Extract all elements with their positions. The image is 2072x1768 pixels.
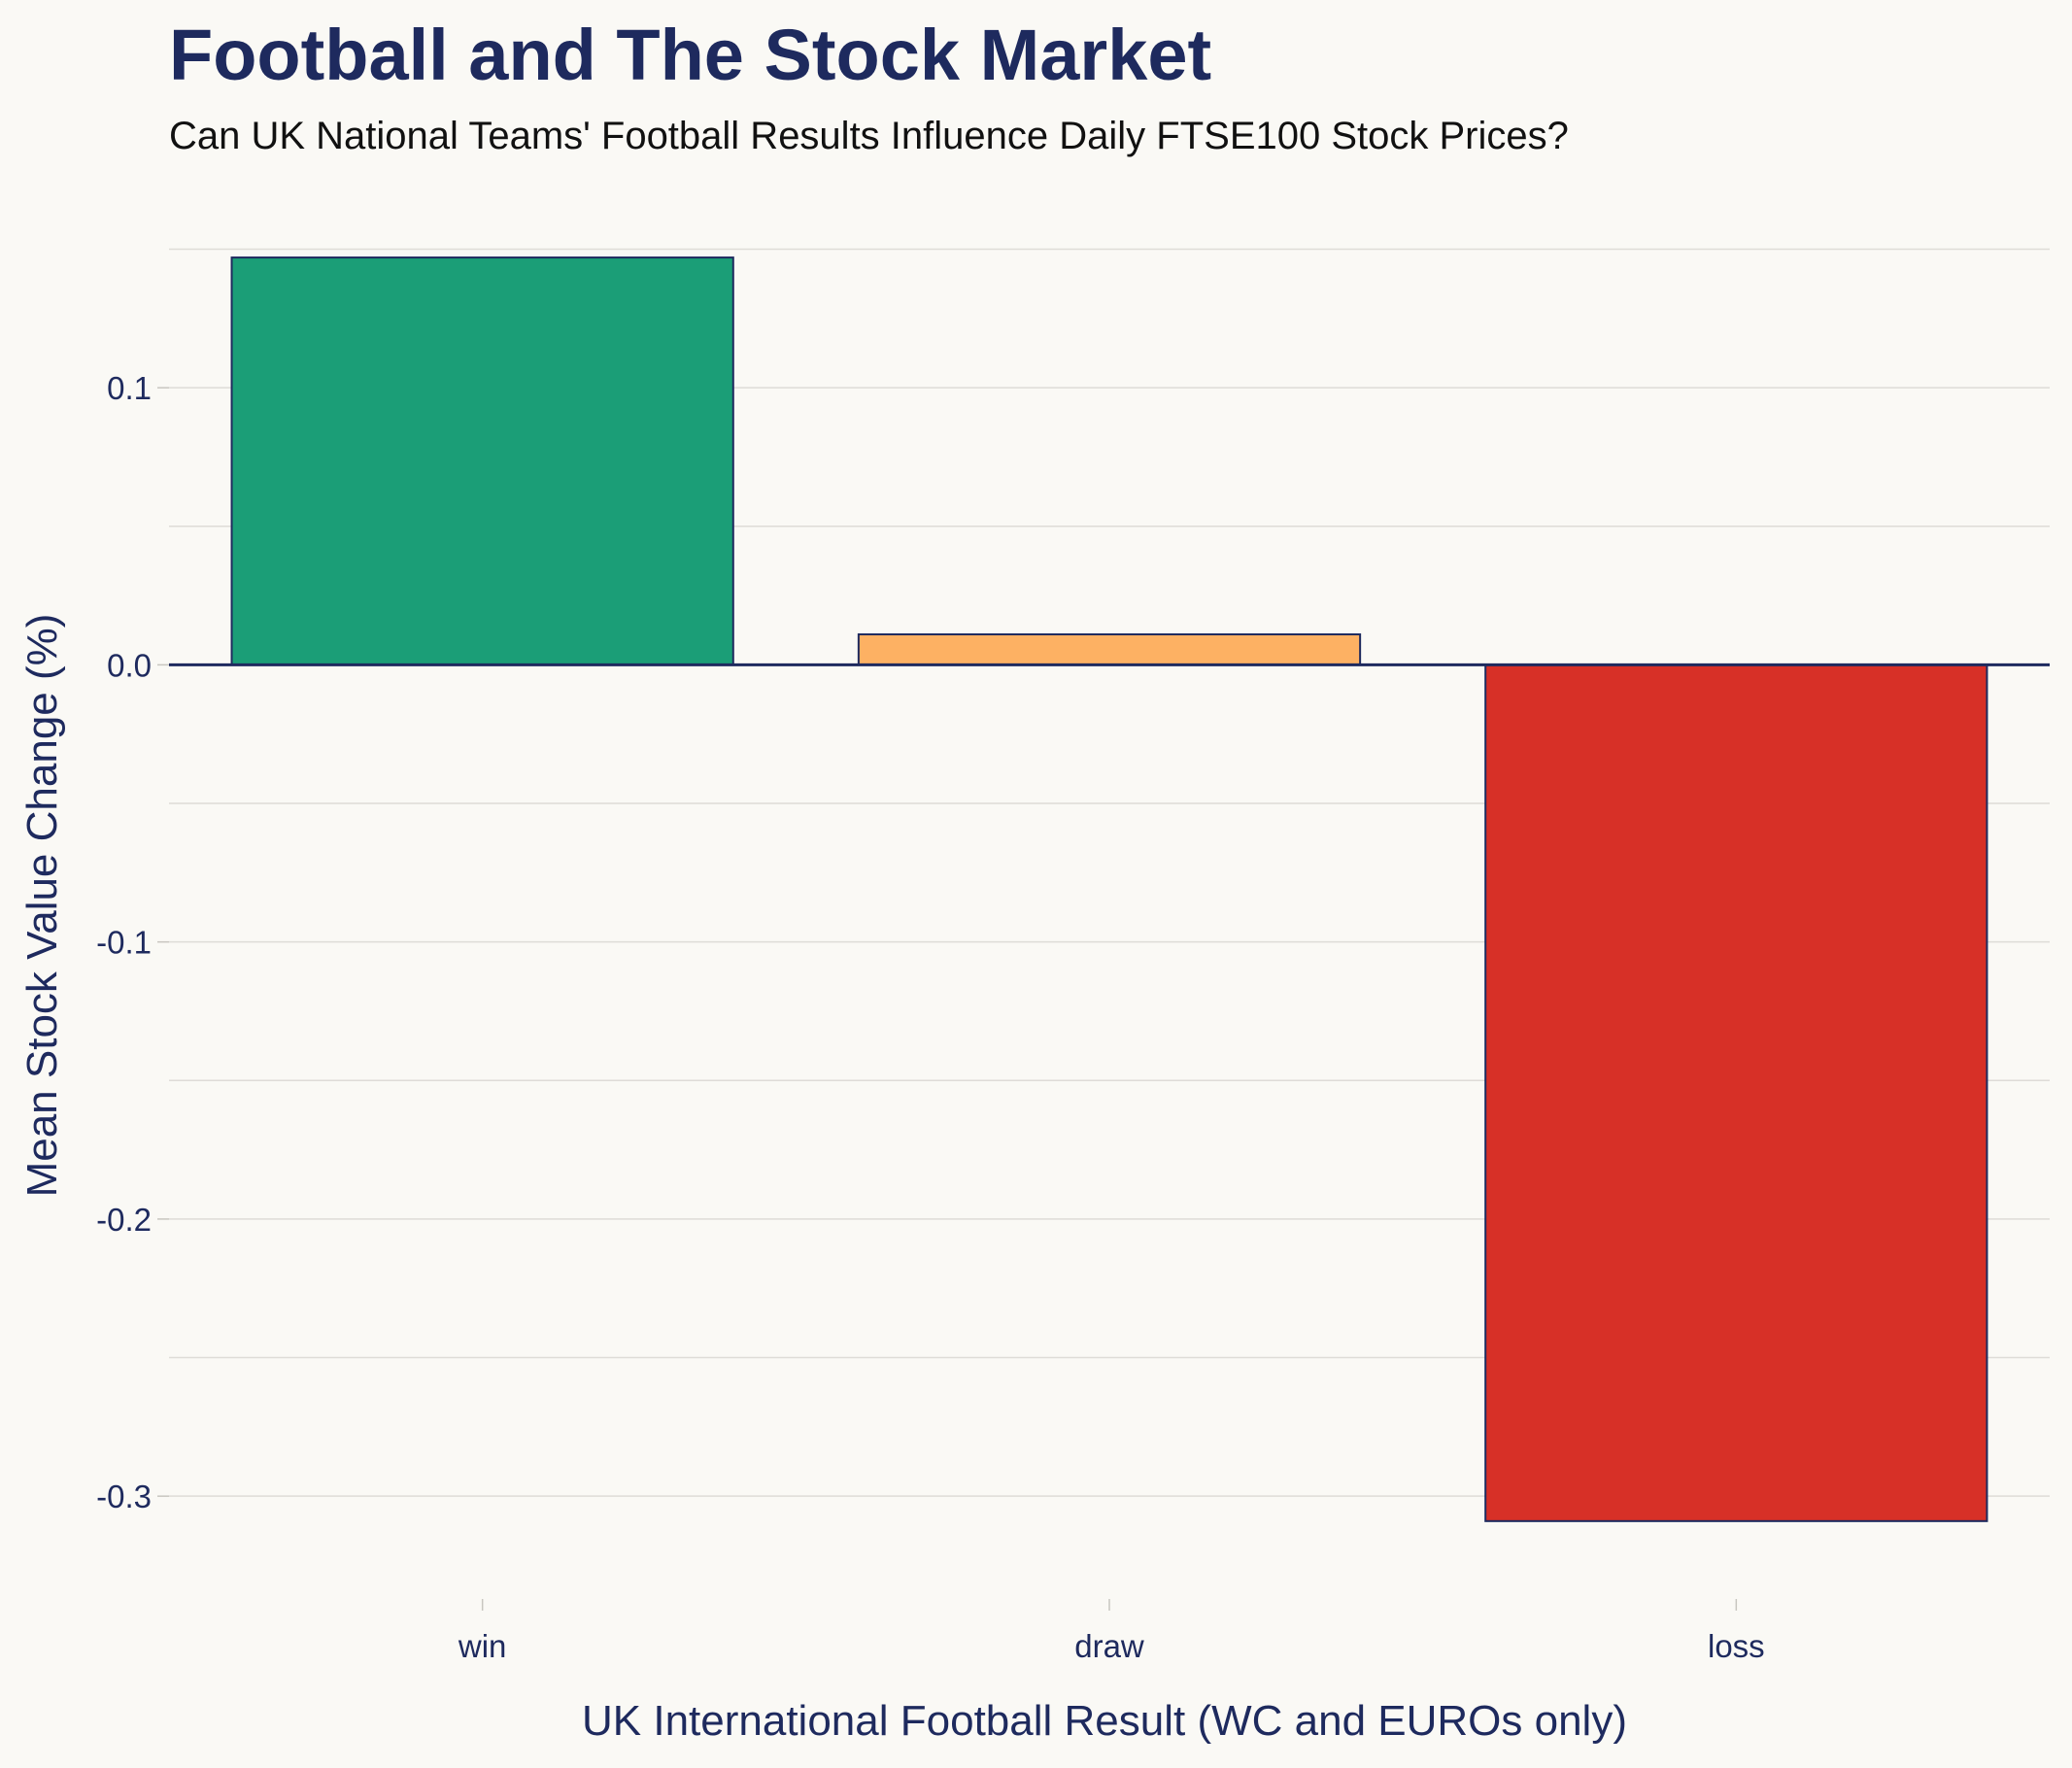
- bar-draw: [857, 633, 1362, 666]
- x-axis-title: UK International Football Result (WC and…: [582, 1697, 1627, 1745]
- y-tick-label: -0.3: [96, 1479, 152, 1514]
- y-tick-label: -0.1: [96, 925, 152, 961]
- x-axis-ticks: win draw loss: [458, 1599, 1765, 1664]
- y-axis-title: Mean Stock Value Change (%): [18, 614, 66, 1198]
- bars: [230, 256, 1988, 1522]
- y-tick-label: 0.0: [107, 647, 152, 683]
- bar-win: [230, 256, 734, 666]
- chart-title: Football and The Stock Market: [169, 15, 1212, 95]
- x-tick-label-win: win: [458, 1628, 507, 1664]
- chart-subtitle: Can UK National Teams' Football Results …: [169, 115, 1569, 157]
- y-tick-label: -0.2: [96, 1202, 152, 1238]
- x-tick-label-draw: draw: [1074, 1628, 1144, 1664]
- y-tick-label: 0.1: [107, 370, 152, 406]
- y-axis-ticks: 0.1 0.0 -0.1 -0.2 -0.3: [96, 370, 169, 1514]
- bar-loss: [1484, 663, 1988, 1522]
- x-tick-label-loss: loss: [1708, 1628, 1765, 1664]
